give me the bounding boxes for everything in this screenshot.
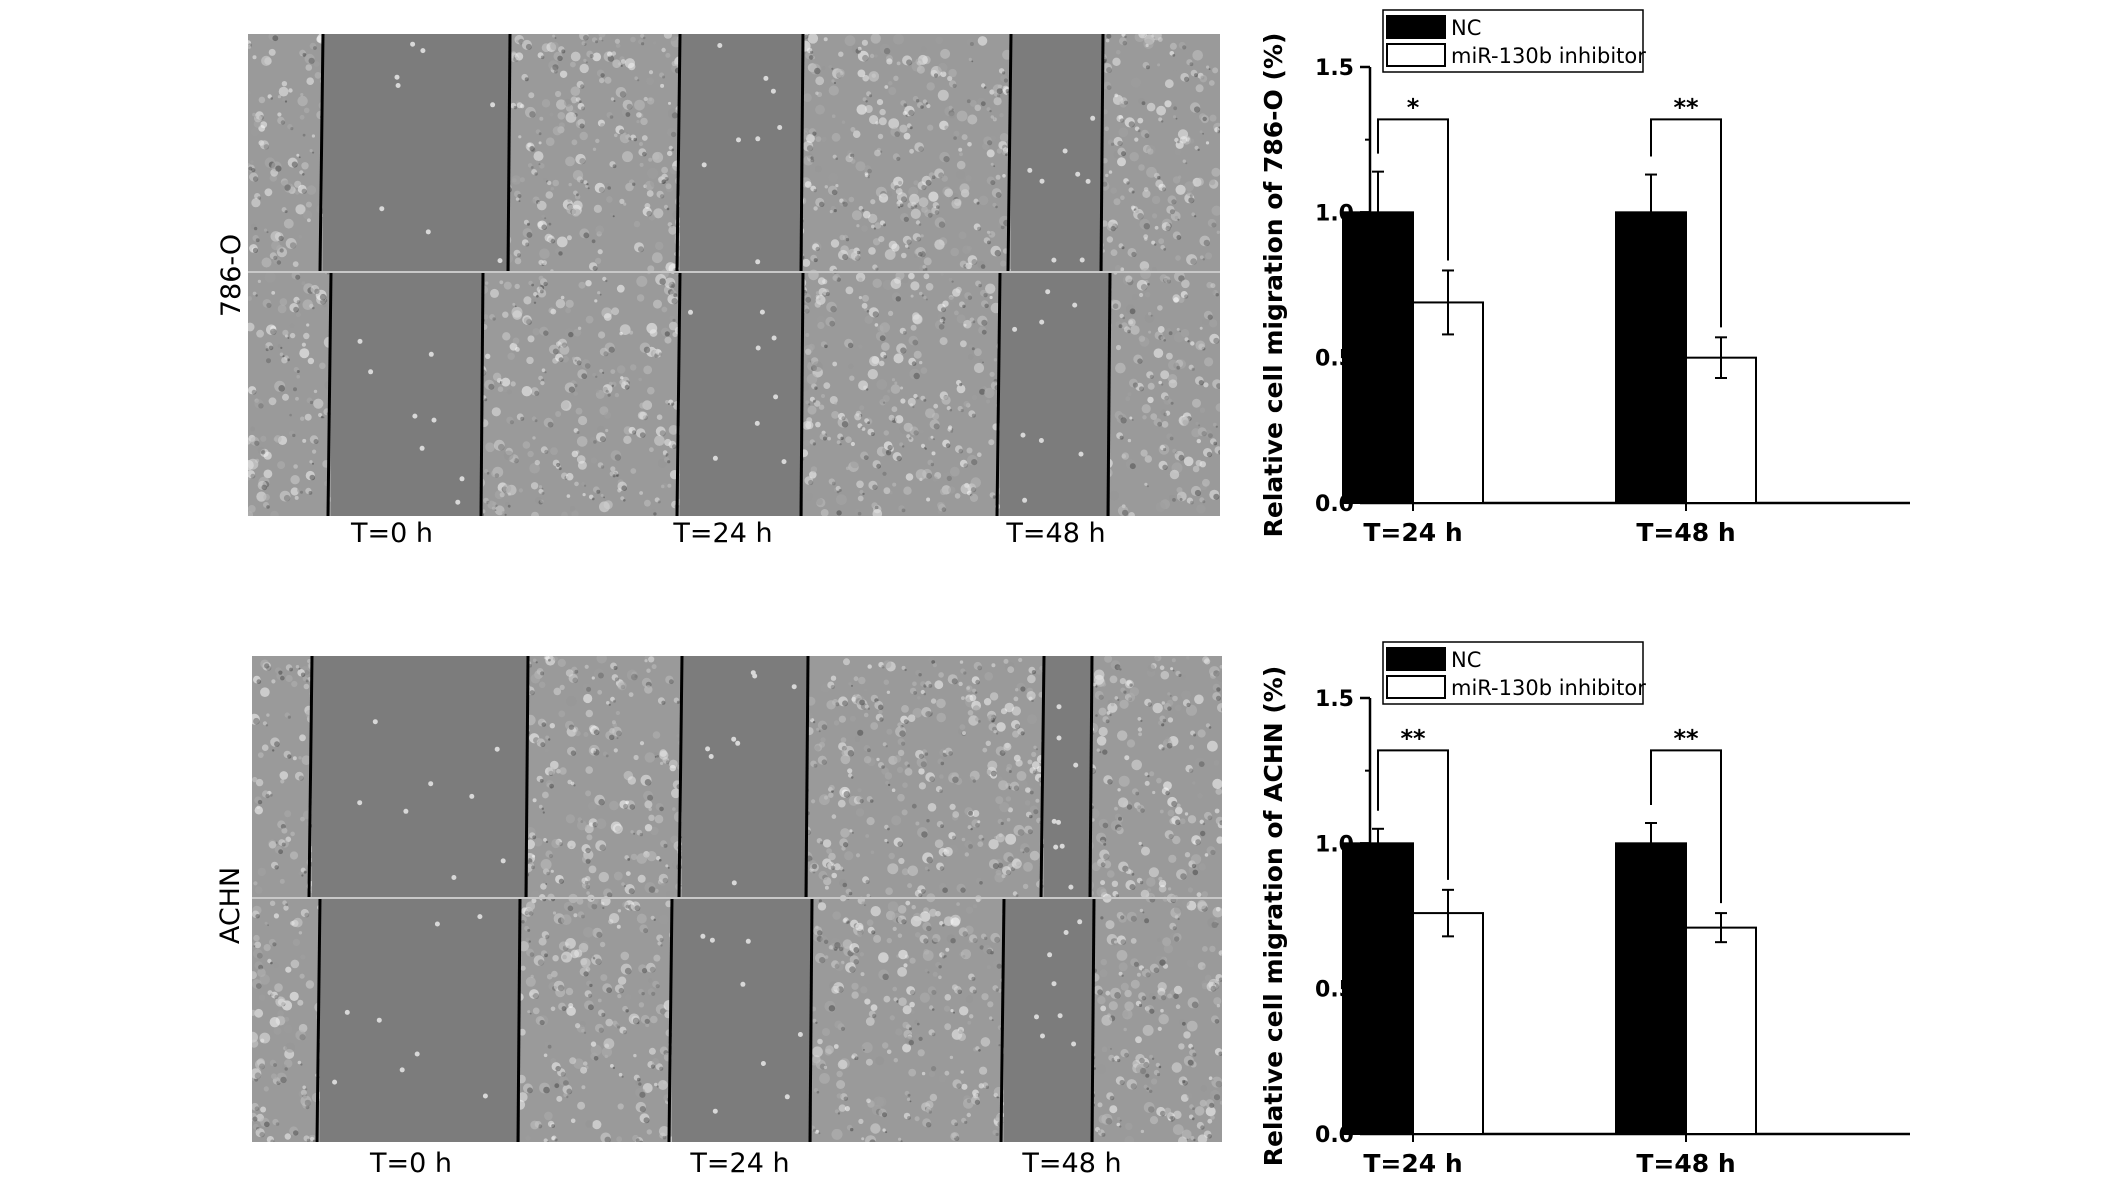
legend-label-nc: NC [1451,16,1481,40]
legend-swatch-inhibitor [1387,676,1445,698]
bar-nc-1 [1616,212,1686,503]
y-axis-label: Relative cell migration of 786-O (%) [1259,33,1288,538]
legend-swatch-nc [1387,648,1445,670]
row-label-ACHN: ACHN [215,867,246,944]
time-label-786-O-48h: T=48 h [956,518,1156,549]
x-tick-label: T=48 h [1636,1149,1735,1178]
legend-swatch-inhibitor [1387,44,1445,66]
micrograph-row-786-O [248,34,1220,516]
bar-nc-1 [1616,843,1686,1134]
significance-marker: ** [1673,93,1699,121]
legend-swatch-nc [1387,16,1445,38]
significance-marker: * [1407,93,1420,121]
significance-marker: ** [1673,724,1699,752]
x-tick-label: T=24 h [1363,1149,1462,1178]
time-label-ACHN-48h: T=48 h [972,1148,1172,1179]
legend-label-inhibitor: miR-130b inhibitor [1451,676,1646,700]
legend-label-inhibitor: miR-130b inhibitor [1451,44,1646,68]
row-label-786-O: 786-O [216,234,247,317]
time-label-ACHN-0h: T=0 h [311,1148,511,1179]
y-tick-label: 1.5 [1315,56,1354,81]
time-label-786-O-0h: T=0 h [292,518,492,549]
time-label-ACHN-24h: T=24 h [640,1148,840,1179]
y-tick-label: 1.5 [1315,687,1354,712]
bar-nc-0 [1343,843,1413,1134]
x-tick-label: T=48 h [1636,518,1735,547]
x-tick-label: T=24 h [1363,518,1462,547]
y-axis-label: Relative cell migration of ACHN (%) [1259,666,1288,1167]
bar-inhibitor-1 [1686,928,1756,1134]
legend-label-nc: NC [1451,648,1481,672]
micrograph-ACHN [252,656,1222,1142]
bar-inhibitor-1 [1686,358,1756,503]
time-label-786-O-24h: T=24 h [623,518,823,549]
micrograph-786-O [248,34,1220,516]
bar-nc-0 [1343,212,1413,503]
micrograph-row-ACHN [252,656,1222,1142]
bar-inhibitor-0 [1413,913,1483,1134]
significance-marker: ** [1400,724,1426,752]
